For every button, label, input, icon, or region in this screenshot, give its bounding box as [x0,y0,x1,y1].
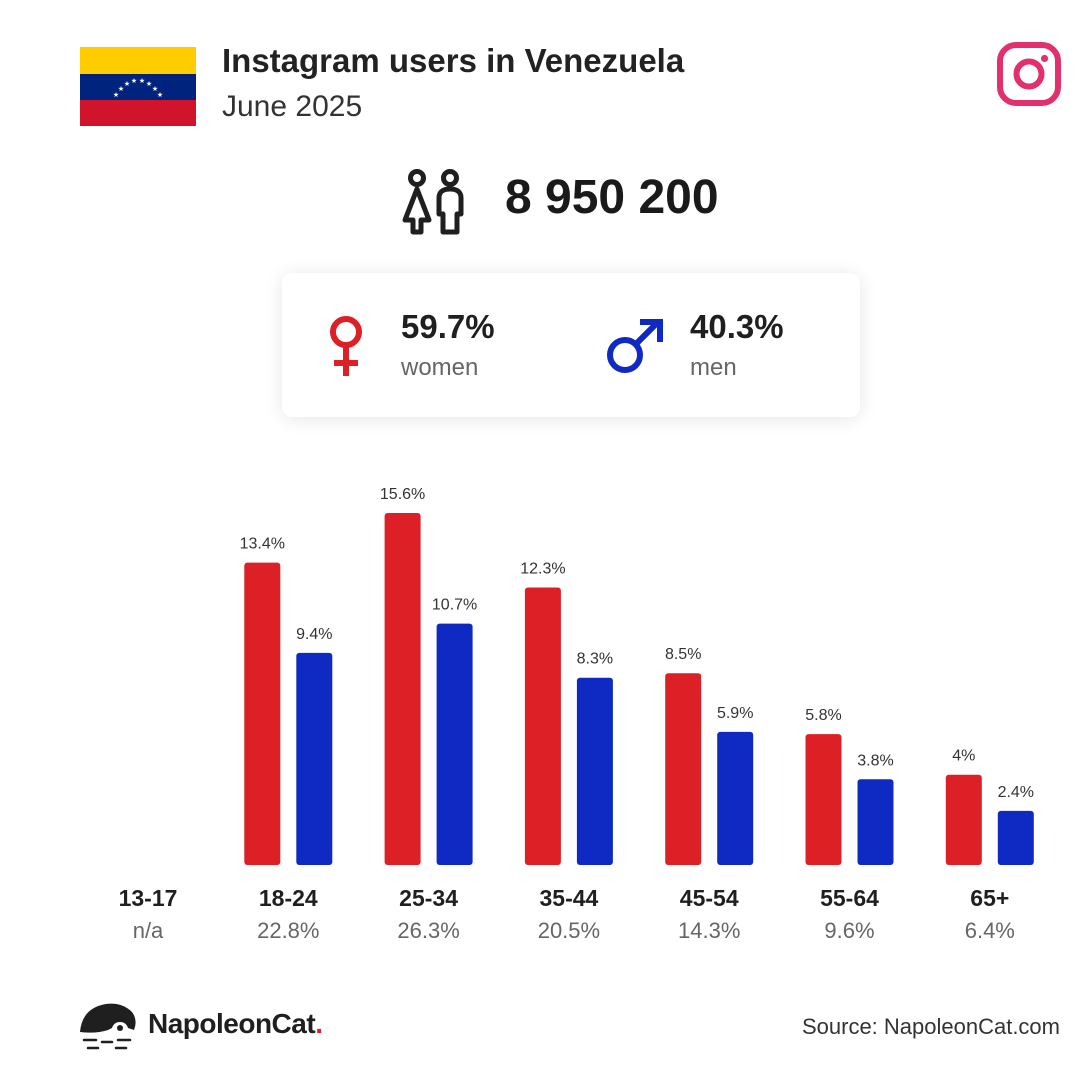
chart-title: Instagram users in Venezuela [222,42,685,79]
age-group-label: 13-17 [119,885,178,911]
bar-value-label: 4% [952,748,975,765]
gender-split-card [282,273,860,417]
svg-text:★: ★ [113,91,119,99]
age-group-total: 22.8% [257,918,319,943]
bar-women-25-34 [384,513,421,865]
brand-dot: . [315,1008,323,1039]
users-icon [402,169,464,235]
bar-value-label: 15.6% [380,486,425,503]
brand-name-text: NapoleonCat [148,1008,316,1039]
brand-name: NapoleonCat. [148,1008,323,1040]
bar-value-label: 3.8% [857,752,893,769]
age-group-total: 20.5% [538,918,600,943]
svg-text:★: ★ [118,85,124,93]
age-group-total: 14.3% [678,918,740,943]
bar-men-25-34 [436,623,473,865]
svg-text:★: ★ [131,77,137,85]
bar-value-label: 8.5% [665,646,701,663]
age-gender-bar-chart: 13-17 n/a 13.4% 9.4% 18-24 22.8% 15.6% 10.7% 25-… [119,486,1034,943]
svg-text:★: ★ [152,85,158,93]
bar-men-65+ [997,810,1034,865]
bar-value-label: 8.3% [577,651,613,668]
source-note: Source: NapoleonCat.com [801,1014,1060,1039]
age-group-total: 9.6% [824,918,874,943]
age-group-label: 45-54 [680,885,739,911]
total-users-value: 8 950 200 [505,171,719,224]
men-percent: 40.3% [690,308,784,345]
svg-text:★: ★ [146,80,152,88]
bar-women-18-24 [244,562,281,865]
bar-value-label: 12.3% [520,560,565,577]
venezuela-flag-icon: ★ ★ ★ ★ ★ ★ ★ ★ [80,47,196,126]
bar-women-45-54 [665,673,702,865]
bar-women-55-64 [805,734,842,865]
bar-women-65+ [945,774,982,865]
bar-men-45-54 [717,731,754,865]
male-symbol-icon [607,319,663,373]
bar-men-55-64 [857,779,894,865]
bar-value-label: 2.4% [998,784,1034,801]
bar-women-35-44 [524,587,561,865]
age-group-total: 6.4% [965,918,1015,943]
bar-value-label: 9.4% [296,626,332,643]
women-label: women [401,354,479,381]
men-label: men [690,354,737,381]
bar-value-label: 5.8% [805,707,841,724]
bar-value-label: 5.9% [717,705,753,722]
bar-value-label: 13.4% [240,536,285,553]
svg-text:★: ★ [157,91,163,99]
instagram-logo-icon [997,42,1061,106]
female-symbol-icon [330,316,362,376]
napoleoncat-logo-icon [80,1003,136,1050]
bar-men-18-24 [296,652,333,865]
svg-text:★: ★ [124,80,130,88]
age-group-label: 35-44 [539,885,598,911]
age-group-total: n/a [133,918,164,943]
bar-men-35-44 [576,677,613,865]
age-group-label: 65+ [970,885,1009,911]
chart-subtitle: June 2025 [222,90,363,123]
svg-text:★: ★ [139,77,145,85]
age-group-total: 26.3% [397,918,459,943]
age-group-label: 18-24 [259,885,318,911]
bar-value-label: 10.7% [432,597,477,614]
women-percent: 59.7% [401,308,495,345]
age-group-label: 25-34 [399,885,458,911]
age-group-label: 55-64 [820,885,879,911]
